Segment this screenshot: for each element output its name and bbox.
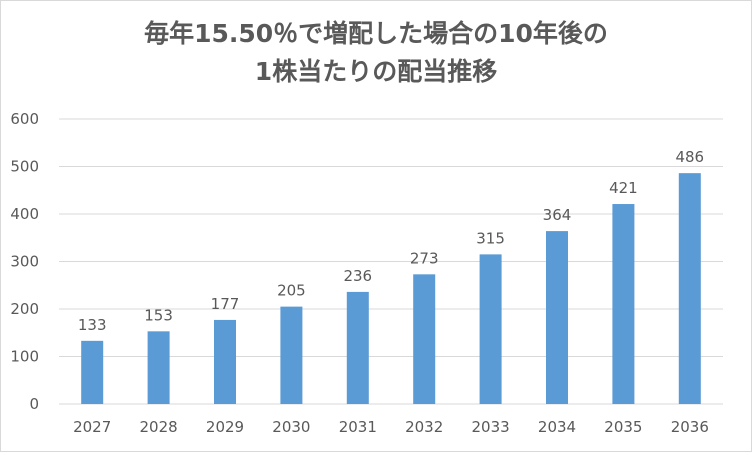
data-label: 364 (543, 206, 572, 224)
data-label: 236 (343, 267, 372, 285)
x-tick-label: 2028 (140, 418, 178, 436)
y-tick-label: 100 (10, 348, 39, 366)
chart-title-line-2: 1株当たりの配当推移 (254, 57, 498, 86)
bar-series (81, 173, 701, 404)
bar-2034 (546, 231, 568, 404)
x-tick-label: 2034 (538, 418, 576, 436)
y-tick-label: 500 (10, 158, 39, 176)
data-label: 273 (410, 249, 439, 267)
data-label: 133 (78, 316, 107, 334)
x-tick-label: 2029 (206, 418, 244, 436)
grid-lines (59, 118, 723, 405)
data-label: 177 (211, 295, 240, 313)
x-tick-label: 2031 (339, 418, 377, 436)
x-tick-label: 2033 (472, 418, 510, 436)
data-label: 315 (476, 229, 505, 247)
x-tick-label: 2032 (405, 418, 443, 436)
y-tick-label: 400 (10, 205, 39, 223)
x-tick-label: 2030 (272, 418, 310, 436)
bar-2027 (81, 340, 104, 404)
x-tick-label: 2036 (671, 418, 709, 436)
bar-2031 (346, 291, 369, 404)
bar-2029 (214, 319, 236, 404)
x-axis: 2027 2028 2029 2030 2031 2032 2033 2034 2035 2036 (73, 418, 709, 436)
y-tick-label: 300 (10, 253, 39, 271)
y-tick-label: 600 (10, 110, 39, 128)
bar-2030 (280, 306, 303, 404)
bar-2032 (413, 274, 436, 404)
data-labels: 133 153 177 205 236 273 315 364 421 486 (78, 148, 704, 334)
data-label: 421 (609, 179, 638, 197)
y-axis: 0 100 200 300 400 500 600 (10, 110, 39, 413)
data-label: 153 (144, 306, 173, 324)
x-tick-label: 2027 (73, 418, 111, 436)
chart-title-line-1: 毎年15.50％で増配した場合の10年後の (144, 19, 608, 48)
chart-title: 毎年15.50％で増配した場合の10年後の 1株当たりの配当推移 (1, 15, 751, 91)
bar-2033 (479, 254, 502, 404)
bar-2035 (612, 204, 635, 404)
x-tick-label: 2035 (604, 418, 642, 436)
y-tick-label: 0 (29, 395, 39, 413)
data-label: 205 (277, 282, 306, 300)
y-tick-label: 200 (10, 300, 39, 318)
bar-2028 (147, 331, 170, 404)
data-label: 486 (675, 148, 704, 166)
bar-2036 (678, 173, 701, 404)
